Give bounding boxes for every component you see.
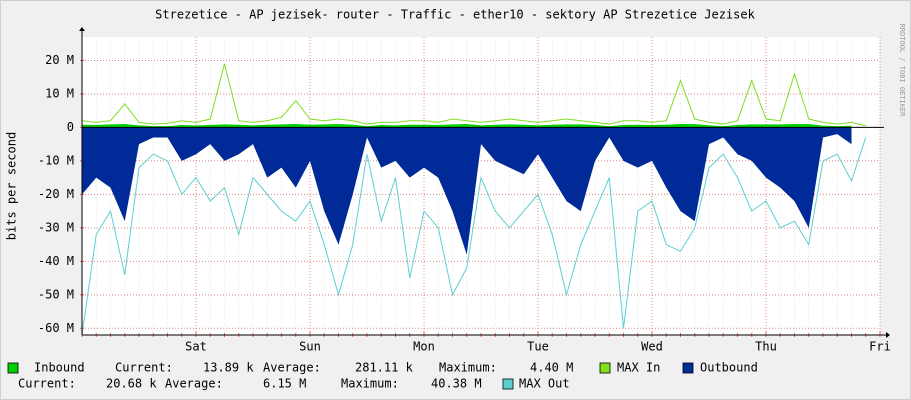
legend-label: Outbound	[700, 361, 758, 375]
arrow	[886, 332, 890, 338]
legend-stat-label: Current:	[18, 377, 76, 391]
y-tick-label: -40 M	[38, 254, 74, 268]
legend-stat-value: 281.11 k	[355, 361, 414, 375]
arrow	[79, 27, 85, 31]
area	[82, 124, 852, 128]
x-tick-label: Wed	[641, 340, 663, 354]
y-tick-label: 0	[67, 120, 74, 134]
legend-swatch	[502, 378, 514, 390]
y-tick-label: -20 M	[38, 187, 74, 201]
legend-stat-value: 20.68 k	[106, 377, 157, 391]
line	[81, 137, 867, 336]
x-tick-label: Thu	[755, 340, 777, 354]
plot-area	[82, 37, 880, 335]
x-tick-label: Fri	[869, 340, 891, 354]
x-tick-label: Mon	[413, 340, 435, 354]
legend-stat-label: Average:	[165, 377, 223, 391]
y-tick-label: -10 M	[38, 153, 74, 167]
area	[82, 127, 852, 255]
y-axis-label: bits per second	[5, 132, 19, 240]
legend-label: MAX In	[617, 361, 660, 375]
y-tick-label: -30 M	[38, 220, 74, 234]
legend-stat-label: Maximum:	[341, 377, 399, 391]
y-tick-label: 20 M	[45, 53, 74, 67]
legend-swatch	[599, 362, 611, 374]
legend-label: MAX Out	[519, 377, 570, 391]
legend-stat-value: 13.89 k	[203, 361, 254, 375]
legend-swatch	[7, 362, 19, 374]
legend-stat-value: 6.15 M	[263, 377, 306, 391]
x-tick-label: Sat	[185, 340, 207, 354]
y-tick-label: -60 M	[38, 321, 74, 335]
x-tick-label: Tue	[527, 340, 549, 354]
y-tick-label: -50 M	[38, 287, 74, 301]
legend-stat-value: 40.38 M	[431, 377, 482, 391]
legend-stat-value: 4.40 M	[530, 361, 573, 375]
x-tick-label: Sun	[299, 340, 321, 354]
legend-swatch	[682, 362, 694, 374]
legend-stat-label: Maximum:	[439, 361, 497, 375]
legend-stat-label: Current:	[115, 361, 173, 375]
line	[81, 63, 866, 127]
legend-stat-label: Average:	[263, 361, 321, 375]
y-tick-label: 10 M	[45, 86, 74, 100]
legend-label: Inbound	[34, 361, 85, 375]
watermark: RRDTOOL / TOBI OETIKER	[898, 24, 906, 118]
chart-title: Strezetice - AP jezisek- router - Traffi…	[155, 8, 755, 22]
